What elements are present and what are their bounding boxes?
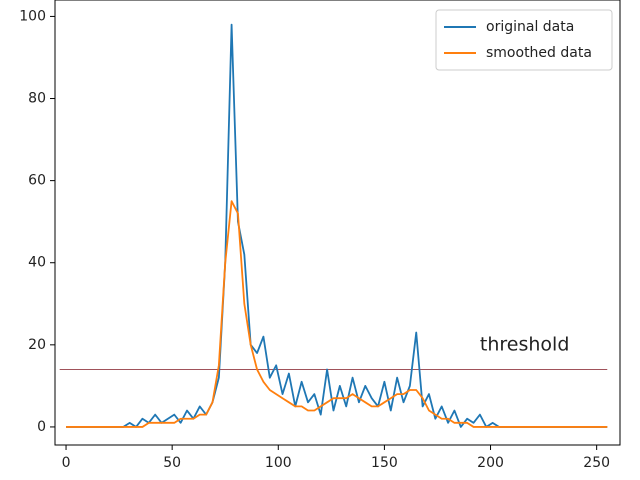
annotation: threshold bbox=[480, 333, 569, 355]
data-line bbox=[66, 200, 608, 428]
y-tick-label: 100 bbox=[19, 8, 46, 24]
plot-frame bbox=[54, 0, 621, 446]
y-tick-label: 40 bbox=[28, 255, 46, 271]
y-tick-label: 80 bbox=[28, 91, 46, 107]
y-tick-label: 20 bbox=[28, 337, 46, 353]
x-tick-label: 50 bbox=[163, 455, 181, 471]
legend-label: original data bbox=[486, 19, 574, 35]
x-tick-label: 100 bbox=[265, 455, 292, 471]
legend-box bbox=[435, 9, 613, 71]
legend-label: smoothed data bbox=[486, 45, 592, 61]
y-tick-label: 0 bbox=[37, 419, 46, 435]
x-tick-label: 250 bbox=[583, 455, 610, 471]
data-line bbox=[66, 23, 608, 428]
y-tick-label: 60 bbox=[28, 173, 46, 189]
x-tick-label: 150 bbox=[371, 455, 398, 471]
x-tick-label: 0 bbox=[62, 455, 71, 471]
x-tick-label: 200 bbox=[477, 455, 504, 471]
